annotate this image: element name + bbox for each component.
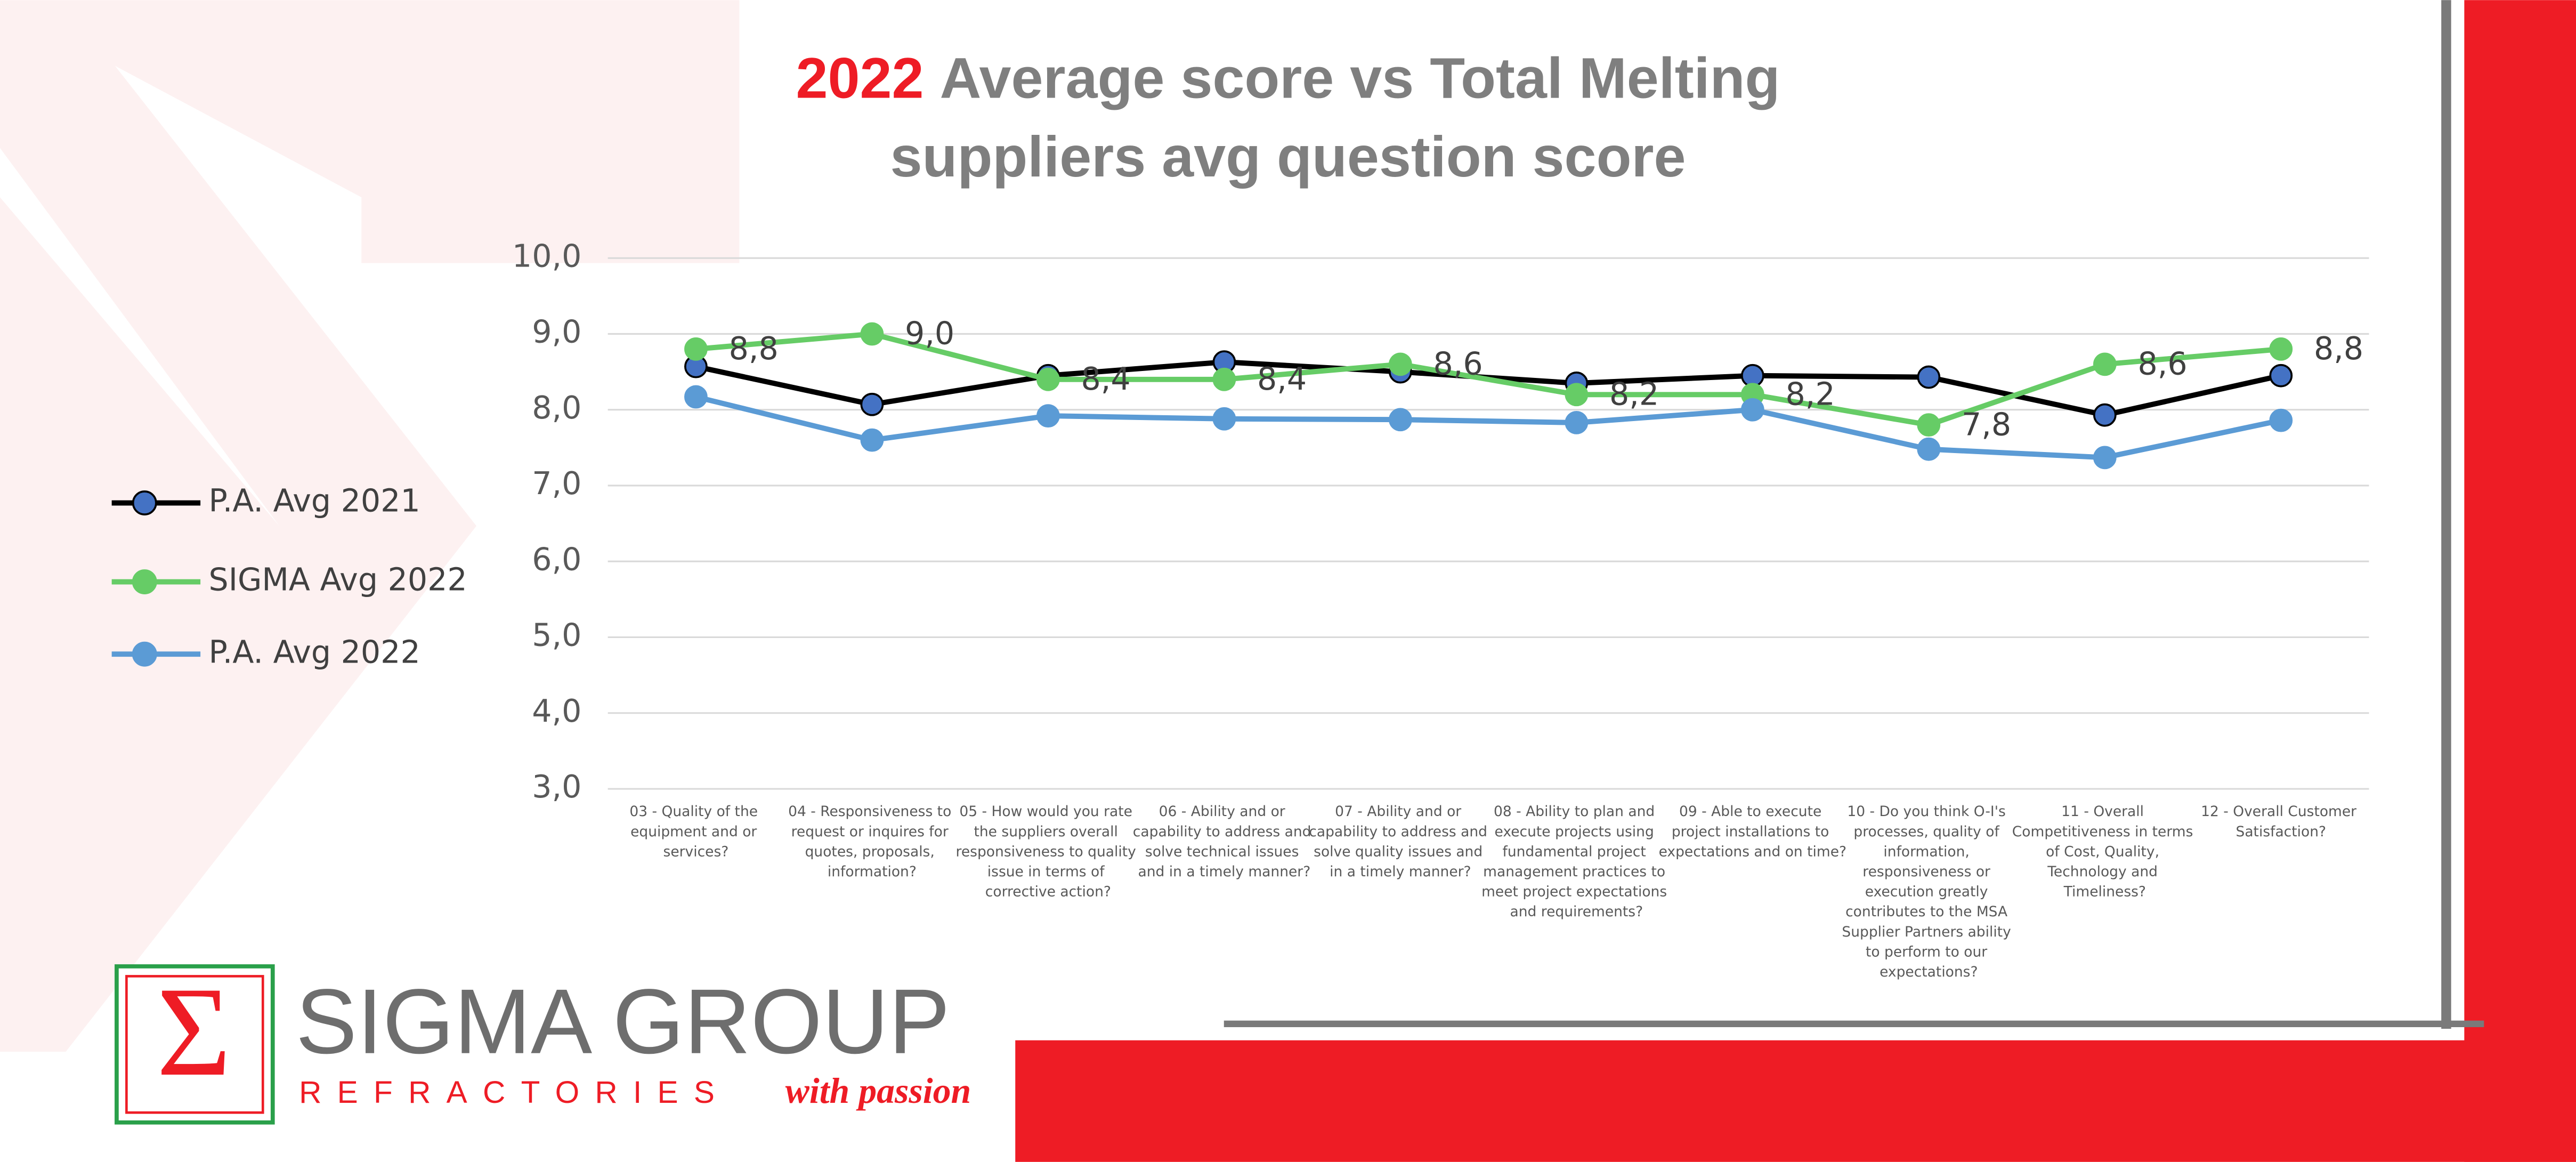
frame-line xyxy=(2441,0,2451,1029)
x-tick-label: 07 - Ability and or capability to addres… xyxy=(1309,803,1492,880)
legend-marker xyxy=(132,641,157,667)
data-point xyxy=(1740,398,1764,422)
data-label: 8,6 xyxy=(1433,346,1483,382)
data-point xyxy=(684,385,708,409)
data-point xyxy=(1917,437,1941,461)
data-point xyxy=(2269,364,2293,388)
data-point xyxy=(2093,403,2117,427)
data-point xyxy=(1388,352,1412,376)
data-point xyxy=(1565,383,1589,407)
legend: P.A. Avg 2021 SIGMA Avg 2022 P.A. Avg 2022 xyxy=(111,483,467,670)
data-label: 8,4 xyxy=(1257,361,1307,397)
chart-title: 2022 Average score vs Total Melting xyxy=(796,45,1780,110)
data-point xyxy=(1388,408,1412,432)
title-line: Average score vs Total Melting xyxy=(940,45,1780,110)
data-point xyxy=(1036,367,1060,391)
red-band-right xyxy=(2464,0,2576,1162)
legend-marker xyxy=(132,490,157,515)
data-label: 8,8 xyxy=(729,330,779,367)
logo: Σ SIGMA GROUP REFRACTORIES with passion xyxy=(115,961,971,1125)
x-tick-label: 12 - Overall Customer Satisfaction? xyxy=(2201,803,2361,840)
data-point xyxy=(1036,404,1060,427)
y-tick-label: 10,0 xyxy=(512,238,581,274)
data-point xyxy=(2093,352,2117,376)
logo-symbol: Σ xyxy=(157,961,231,1103)
logo-name: SIGMA GROUP xyxy=(296,970,950,1073)
data-point xyxy=(2269,337,2293,361)
x-tick-label: 06 - Ability and or capability to addres… xyxy=(1133,803,1316,880)
y-tick-label: 6,0 xyxy=(532,541,581,577)
data-label: 8,2 xyxy=(1609,376,1659,412)
legend-label: P.A. Avg 2022 xyxy=(209,634,420,670)
data-point xyxy=(860,322,884,346)
x-tick-label: 03 - Quality of the equipment and or ser… xyxy=(629,803,762,860)
plot-area: 3,0 4,0 5,0 6,0 7,0 8,0 9,0 10,0 03 - Quality of… xyxy=(512,238,2369,980)
x-tick-label: 04 - Responsiveness to request or inquir… xyxy=(788,803,956,880)
data-label: 8,2 xyxy=(1786,376,1835,412)
x-tick-label: 11 - Overall Competitiveness in terms of… xyxy=(2012,803,2198,900)
x-tick-label: 10 - Do you think O-I's processes, quali… xyxy=(1842,803,2015,980)
data-label: 8,8 xyxy=(2314,330,2363,367)
y-tick-label: 4,0 xyxy=(532,693,581,729)
y-tick-label: 8,0 xyxy=(532,390,581,426)
x-tick-label: 05 - How would you rate the suppliers ov… xyxy=(956,803,1141,900)
background-sigma xyxy=(0,0,740,1052)
red-band-bottom xyxy=(1015,1040,2576,1162)
data-label: 9,0 xyxy=(905,316,954,352)
data-point xyxy=(1212,407,1236,431)
logo-subtitle: REFRACTORIES xyxy=(299,1075,730,1110)
data-point xyxy=(1212,367,1236,391)
data-point xyxy=(1917,365,1941,389)
chart-title: suppliers avg question score xyxy=(890,124,1686,189)
data-point xyxy=(684,337,708,361)
logo-frame xyxy=(125,975,264,1114)
y-tick-label: 5,0 xyxy=(532,617,581,653)
title-year: 2022 xyxy=(796,45,924,110)
legend-label: SIGMA Avg 2022 xyxy=(209,562,467,598)
data-label: 8,6 xyxy=(2137,346,2187,382)
data-point xyxy=(1565,411,1589,434)
series-line xyxy=(695,394,2282,461)
frame-line xyxy=(1224,1020,2484,1028)
data-label: 7,8 xyxy=(1962,406,2011,442)
y-tick-label: 9,0 xyxy=(532,314,581,350)
data-point xyxy=(860,428,884,452)
series-line xyxy=(695,331,2281,428)
y-tick-label: 7,0 xyxy=(532,465,581,502)
data-point xyxy=(2093,446,2117,470)
y-tick-label: 3,0 xyxy=(532,769,581,805)
data-point xyxy=(2269,408,2293,432)
data-point xyxy=(860,392,884,416)
legend-label: P.A. Avg 2021 xyxy=(209,483,420,519)
data-label: 8,4 xyxy=(1081,361,1131,397)
x-tick-label: 09 - Able to execute project installatio… xyxy=(1659,803,1846,860)
data-point xyxy=(1917,413,1941,437)
legend-marker xyxy=(132,569,157,594)
logo-slogan: with passion xyxy=(785,1071,971,1111)
x-tick-label: 08 - Ability to plan and execute project… xyxy=(1481,803,1671,920)
